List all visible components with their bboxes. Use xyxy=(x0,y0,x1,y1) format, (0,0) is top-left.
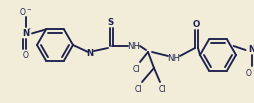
Text: Cl: Cl xyxy=(158,85,165,94)
Text: N: N xyxy=(247,44,254,53)
Text: Cl: Cl xyxy=(132,66,139,74)
Text: NH: NH xyxy=(167,53,180,63)
Text: S: S xyxy=(107,18,114,26)
Text: $^+$: $^+$ xyxy=(27,27,33,32)
Text: NH: NH xyxy=(127,42,140,50)
Text: O$^-$: O$^-$ xyxy=(244,67,254,77)
Text: O: O xyxy=(23,51,29,60)
Text: $^+$: $^+$ xyxy=(251,43,254,47)
Text: N: N xyxy=(86,49,93,57)
Text: N: N xyxy=(22,29,29,38)
Text: O: O xyxy=(192,19,199,29)
Text: Cl: Cl xyxy=(134,85,141,94)
Text: O$^-$: O$^-$ xyxy=(19,6,33,17)
